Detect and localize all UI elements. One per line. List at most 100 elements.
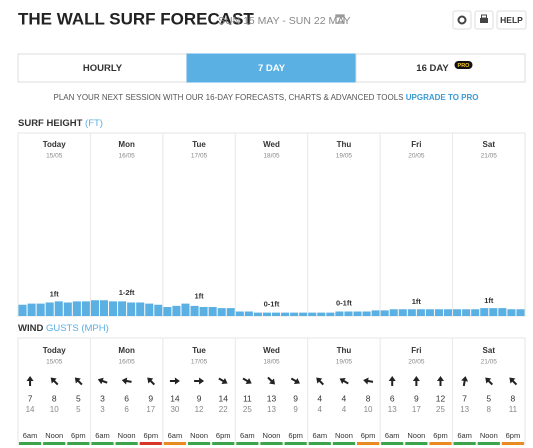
wind-gust: 10 — [364, 405, 373, 414]
surf-bar — [163, 307, 172, 316]
surf-bar — [127, 302, 136, 316]
upgrade-link[interactable]: UPGRADE TO PRO — [406, 93, 479, 102]
wind-arrow — [97, 377, 108, 385]
print-button[interactable] — [474, 10, 494, 30]
rating-bar — [501, 442, 524, 445]
wind-gust: 22 — [219, 405, 228, 414]
surf-bar — [217, 308, 226, 316]
wind-arrow — [290, 377, 300, 385]
surf-bar — [353, 311, 362, 316]
surf-bar — [36, 303, 45, 316]
surf-bar — [326, 312, 335, 316]
wind-speed: 9 — [293, 393, 298, 403]
day-name: Thu — [337, 140, 352, 149]
surf-bar — [63, 302, 72, 316]
time-label: 6am — [385, 431, 400, 440]
surf-bar — [99, 300, 109, 316]
day-name: Thu — [337, 346, 352, 355]
surf-bar — [434, 309, 444, 316]
day-name: Wed — [263, 346, 280, 355]
wind-speed: 5 — [486, 393, 491, 403]
time-label: Noon — [263, 431, 281, 440]
rating-bar — [381, 442, 404, 445]
surf-bar — [389, 309, 398, 316]
wind-speed: 14 — [218, 393, 228, 403]
wind-speed: 9 — [148, 393, 153, 403]
pro-badge-label: PRO — [458, 63, 471, 69]
rating-bar — [212, 442, 235, 445]
wind-speed: 6 — [124, 393, 129, 403]
rating-bar — [67, 442, 90, 445]
wind-gust: 13 — [460, 405, 469, 414]
wind-gust: 10 — [50, 405, 59, 414]
help-button[interactable]: HELP — [496, 10, 527, 30]
wind-gust: 6 — [124, 405, 129, 414]
surf-label: 0-1ft — [264, 299, 280, 308]
day-name: Mon — [118, 140, 135, 149]
date-range: SUN 15 MAY - SUN 22 MAY — [218, 15, 350, 27]
day-date: 15/05 — [46, 153, 63, 160]
rating-bar — [43, 442, 66, 445]
surf-label: 1ft — [194, 292, 204, 301]
surf-bar — [489, 308, 498, 316]
wind-speed: 3 — [100, 393, 105, 403]
wind-speed: 6 — [390, 393, 395, 403]
wind-speed: 13 — [267, 393, 277, 403]
surf-bar — [190, 305, 199, 316]
surf-label: 1ft — [50, 289, 60, 298]
time-label: 6am — [312, 431, 327, 440]
day-name: Fri — [411, 140, 421, 149]
surf-bar — [81, 301, 90, 316]
surf-bar — [154, 304, 163, 316]
rating-bar — [405, 442, 428, 445]
tab[interactable] — [355, 53, 526, 83]
rating-bar — [429, 442, 452, 445]
surf-bar — [109, 301, 118, 316]
wind-arrow — [437, 376, 444, 386]
wind-speed: 14 — [170, 393, 180, 403]
wind-arrow — [509, 377, 518, 386]
wind-gust: 14 — [26, 405, 35, 414]
wind-arrow — [339, 377, 349, 385]
wind-speed: 12 — [436, 393, 446, 403]
surf-bar — [335, 311, 344, 316]
time-label: 6am — [95, 431, 110, 440]
surf-bar — [18, 304, 27, 316]
surf-bar — [45, 302, 54, 316]
tab[interactable] — [17, 53, 188, 83]
wind-title-text: WIND — [18, 323, 43, 334]
wind-arrow — [388, 376, 396, 386]
wind-unit: (MPH) — [81, 323, 108, 334]
wind-speed: 9 — [414, 393, 419, 403]
surf-label: 0-1ft — [336, 298, 352, 307]
wind-gust: 25 — [436, 405, 445, 414]
surf-bar — [290, 312, 299, 316]
time-label: 6pm — [361, 431, 376, 440]
day-date: 16/05 — [119, 153, 136, 160]
day-date: 19/05 — [336, 153, 353, 160]
surf-bar — [317, 312, 326, 316]
surf-bar — [416, 309, 425, 316]
surf-bar — [398, 309, 407, 316]
time-label: Noon — [335, 431, 353, 440]
wind-arrow — [267, 376, 276, 385]
day-name: Fri — [411, 346, 421, 355]
tab[interactable] — [186, 53, 357, 83]
day-date: 20/05 — [408, 359, 425, 366]
time-label: Noon — [480, 431, 498, 440]
settings-button[interactable] — [452, 10, 472, 30]
surf-bar — [72, 301, 81, 316]
time-label: 6am — [23, 431, 38, 440]
surf-bar — [181, 303, 190, 316]
wind-gust: 5 — [76, 405, 81, 414]
day-date: 16/05 — [119, 359, 136, 366]
wind-arrow — [121, 377, 132, 385]
wind-speed: 8 — [511, 393, 516, 403]
rating-bar — [357, 442, 380, 445]
surf-bar — [281, 312, 290, 316]
rating-bar — [19, 442, 42, 445]
wind-speed: 4 — [342, 393, 347, 403]
surf-bar — [444, 309, 453, 316]
wind-gust: 8 — [487, 405, 492, 414]
day-name: Tue — [192, 346, 206, 355]
